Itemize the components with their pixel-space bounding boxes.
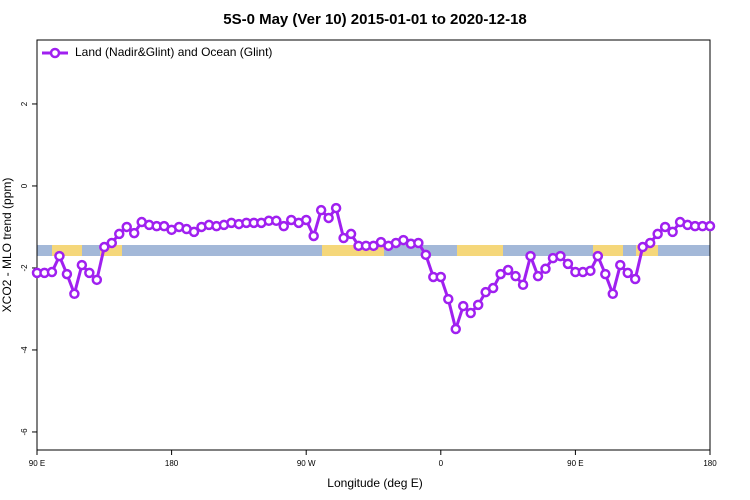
data-point bbox=[188, 226, 200, 238]
data-point bbox=[495, 268, 506, 280]
data-point bbox=[532, 270, 544, 282]
x-tick-label: 0 bbox=[439, 459, 444, 468]
data-point bbox=[704, 220, 716, 232]
series-line bbox=[37, 204, 710, 335]
data-point bbox=[345, 228, 357, 240]
data-point bbox=[54, 250, 65, 262]
x-tick-label: 90 W bbox=[297, 459, 316, 468]
legend-label: Land (Nadir&Glint) and Ocean (Glint) bbox=[75, 45, 272, 59]
data-point bbox=[592, 250, 604, 262]
data-point bbox=[300, 214, 312, 226]
data-point bbox=[271, 215, 282, 227]
data-point bbox=[91, 274, 103, 286]
data-point bbox=[487, 282, 499, 294]
data-point bbox=[69, 288, 80, 300]
data-point bbox=[330, 202, 342, 214]
data-point bbox=[84, 267, 95, 279]
data-point bbox=[435, 271, 447, 283]
data-point bbox=[308, 230, 319, 242]
data-point bbox=[555, 250, 566, 262]
data-point bbox=[76, 259, 88, 271]
data-point bbox=[644, 237, 656, 249]
data-point bbox=[457, 300, 469, 312]
data-point bbox=[607, 288, 619, 300]
y-tick-label: -4 bbox=[20, 346, 29, 354]
y-tick-label: -2 bbox=[20, 264, 29, 272]
data-point bbox=[61, 268, 73, 280]
data-point bbox=[465, 307, 476, 319]
data-point bbox=[600, 268, 611, 280]
data-point bbox=[510, 270, 521, 282]
x-tick-label: 180 bbox=[703, 459, 717, 468]
data-point bbox=[615, 259, 626, 271]
data-point bbox=[637, 241, 648, 253]
data-point bbox=[667, 226, 678, 238]
data-point bbox=[502, 264, 514, 276]
data-point bbox=[629, 273, 641, 285]
y-axis-label: XCO2 - MLO trend (ppm) bbox=[0, 178, 14, 313]
data-point bbox=[315, 204, 327, 216]
data-point bbox=[99, 241, 110, 253]
land-patches bbox=[52, 245, 658, 256]
x-tick-label: 90 E bbox=[567, 459, 583, 468]
data-point bbox=[525, 250, 536, 262]
data-point bbox=[659, 221, 671, 233]
data-point bbox=[338, 232, 349, 244]
data-point bbox=[472, 299, 484, 311]
data-point bbox=[450, 323, 462, 335]
data-point bbox=[562, 258, 574, 270]
data-point bbox=[540, 263, 551, 275]
data-point bbox=[517, 279, 529, 291]
data-point bbox=[128, 227, 140, 239]
data-point bbox=[114, 228, 125, 240]
data-point bbox=[652, 228, 663, 240]
data-point bbox=[443, 293, 454, 305]
data-point bbox=[323, 212, 334, 224]
plot-frame bbox=[36, 39, 711, 451]
data-point bbox=[480, 286, 491, 298]
chart-title: 5S-0 May (Ver 10) 2015-01-01 to 2020-12-… bbox=[223, 11, 527, 28]
y-tick-label: 0 bbox=[20, 183, 29, 188]
x-tick-label: 180 bbox=[165, 459, 179, 468]
data-point bbox=[622, 267, 633, 279]
y-tick-label: 2 bbox=[20, 101, 29, 106]
x-tick-label: 90 E bbox=[29, 459, 45, 468]
data-point bbox=[413, 237, 424, 249]
x-axis-label: Longitude (deg E) bbox=[327, 476, 422, 490]
data-point bbox=[278, 220, 290, 232]
data-point bbox=[585, 265, 596, 277]
data-point bbox=[121, 221, 132, 233]
data-point bbox=[106, 237, 118, 249]
y-tick-label: -6 bbox=[20, 428, 29, 436]
data-point bbox=[420, 249, 432, 261]
data-point bbox=[46, 266, 58, 278]
legend-marker bbox=[49, 47, 61, 59]
